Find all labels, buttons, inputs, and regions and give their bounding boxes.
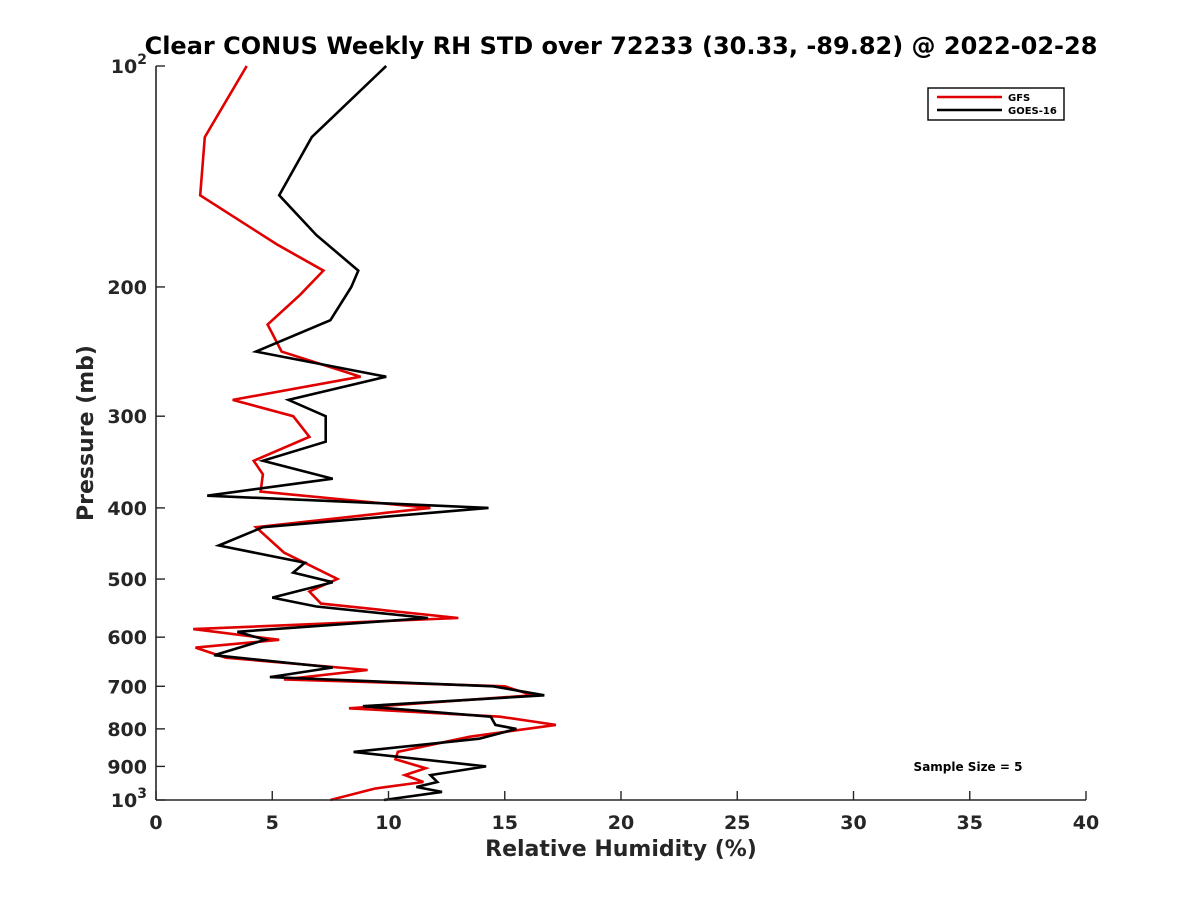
chart-title: Clear CONUS Weekly RH STD over 72233 (30… <box>145 32 1098 60</box>
y-tick-label: 800 <box>107 719 147 741</box>
y-axis-label: Pressure (mb) <box>74 345 99 521</box>
x-tick-label: 30 <box>840 812 866 834</box>
x-tick-label: 0 <box>149 812 162 834</box>
x-tick-label: 5 <box>266 812 279 834</box>
legend: GFS GOES-16 <box>927 87 1065 121</box>
x-tick-label: 10 <box>375 812 401 834</box>
y-tick-label: 900 <box>107 756 147 778</box>
series-line-0 <box>193 65 557 802</box>
y-tick-label: 103 <box>111 786 147 812</box>
y-tick-label: 500 <box>107 569 147 591</box>
x-tick-label: 25 <box>724 812 750 834</box>
series-line-1 <box>207 65 545 802</box>
x-tick-label: 20 <box>608 812 634 834</box>
legend-box <box>927 87 1065 121</box>
y-tick-label: 700 <box>107 676 147 698</box>
x-axis-label: Relative Humidity (%) <box>485 837 757 862</box>
y-tick-label: 102 <box>111 52 147 78</box>
legend-label: GOES-16 <box>1008 106 1057 117</box>
x-tick-label: 35 <box>957 812 983 834</box>
x-tick-label: 40 <box>1073 812 1099 834</box>
y-tick-label: 400 <box>107 498 147 520</box>
y-tick-label: 300 <box>107 406 147 428</box>
plot-area <box>193 65 557 802</box>
axes: 0 5 10 15 20 25 30 35 40 102 200 300 400 500 600 700 800… <box>107 52 1099 834</box>
x-tick-label: 15 <box>492 812 518 834</box>
y-tick-label: 600 <box>107 627 147 649</box>
sample-size-annotation: Sample Size = 5 <box>914 760 1023 774</box>
y-tick-label: 200 <box>107 277 147 299</box>
legend-label: GFS <box>1008 93 1030 104</box>
